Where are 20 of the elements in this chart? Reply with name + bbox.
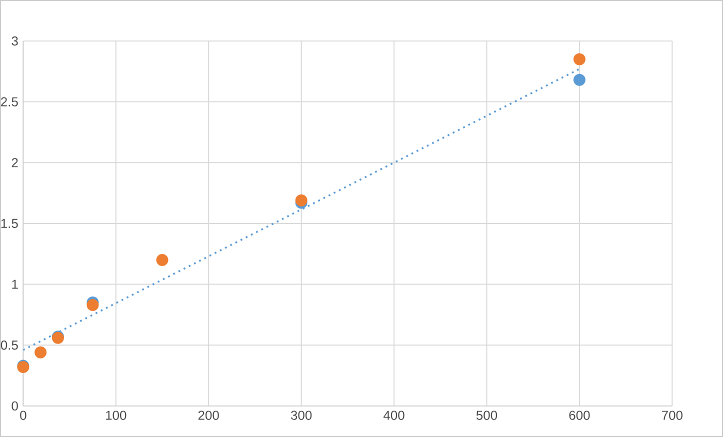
x-tick-label: 400 bbox=[384, 410, 404, 420]
y-tick-label: 0 bbox=[12, 401, 18, 411]
x-tick-label: 600 bbox=[569, 410, 590, 420]
x-tick-label: 300 bbox=[290, 410, 312, 420]
point bbox=[34, 346, 47, 358]
y-tick-label: 1.5 bbox=[1, 218, 18, 228]
y-tick-label: 1 bbox=[12, 280, 18, 289]
point bbox=[156, 254, 168, 266]
x-tick-label: 200 bbox=[198, 410, 219, 420]
x-tick-label: 700 bbox=[662, 410, 682, 420]
point bbox=[295, 194, 308, 206]
x-tick-label: 0 bbox=[20, 410, 26, 420]
y-tick-label: 3 bbox=[12, 36, 18, 46]
x-tick-label: 500 bbox=[476, 410, 498, 420]
point bbox=[573, 53, 586, 66]
point bbox=[573, 74, 586, 86]
y-tick-label: 2.5 bbox=[1, 97, 18, 106]
y-tick-label: 0.5 bbox=[0, 340, 18, 350]
x-tick-label: 100 bbox=[106, 410, 126, 420]
y-tick-label: 2 bbox=[12, 158, 18, 168]
